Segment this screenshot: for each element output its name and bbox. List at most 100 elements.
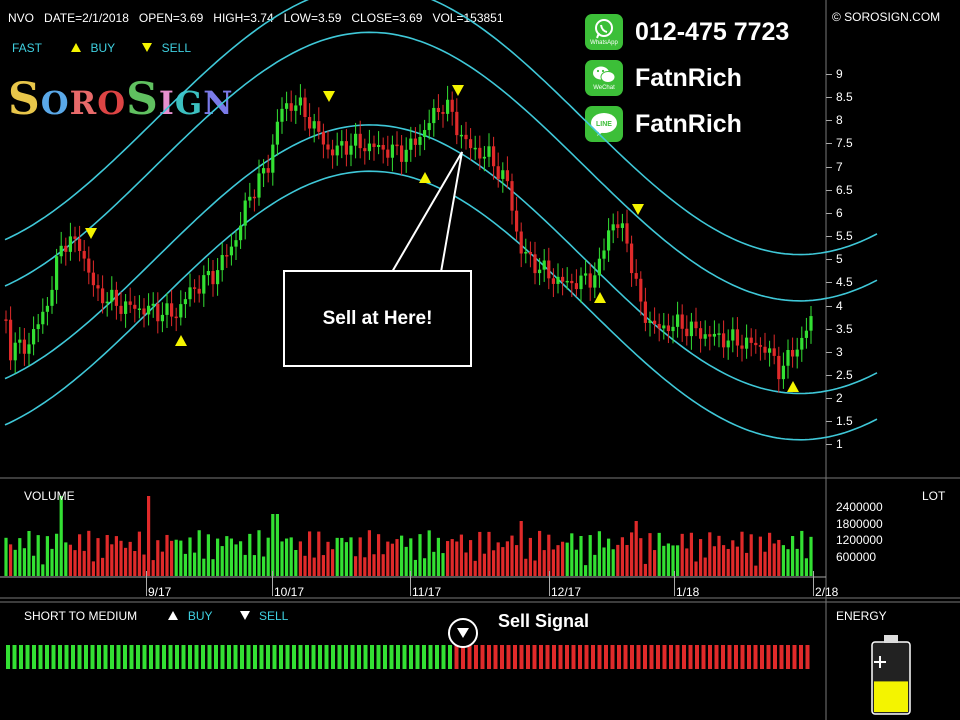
price-tick-label: 5.5 — [836, 229, 853, 244]
volume-bar — [653, 550, 657, 576]
signal-bar — [428, 645, 433, 669]
date-tick — [410, 571, 411, 596]
signal-bar — [454, 645, 459, 669]
candle-body — [551, 278, 555, 284]
volume-bar — [41, 564, 45, 576]
candle-body — [156, 303, 160, 322]
signal-sell-label: SELL — [258, 609, 289, 623]
price-tick-label: 8.5 — [836, 90, 853, 105]
price-tick-label: 5 — [836, 252, 843, 267]
signal-bar — [506, 645, 511, 669]
signal-bar — [337, 645, 342, 669]
signal-bar — [435, 645, 439, 669]
high-value: HIGH=3.74 — [213, 11, 274, 25]
signal-bar — [233, 645, 238, 669]
volume-bar — [68, 544, 72, 576]
price-tick-label: 4 — [836, 298, 843, 313]
date-tick-label: 10/17 — [274, 585, 305, 599]
volume-bar — [717, 535, 721, 576]
volume-bar — [252, 555, 256, 576]
candle-body — [22, 339, 26, 354]
candle-body — [68, 236, 72, 252]
volume-bar — [533, 560, 537, 576]
candle-body — [298, 97, 302, 106]
buy-marker-icon — [419, 172, 431, 183]
volume-bar — [666, 543, 670, 576]
volume-bar — [574, 549, 578, 576]
signal-bar — [441, 645, 446, 669]
volume-bar — [220, 546, 224, 576]
candle-body — [55, 256, 59, 290]
price-tick — [826, 444, 832, 446]
volume-unit: LOT — [922, 489, 946, 503]
volume-bar — [211, 559, 215, 576]
candle-body — [358, 133, 362, 149]
volume-bar — [18, 538, 22, 576]
candle-body — [643, 301, 647, 323]
signal-bar — [409, 645, 413, 669]
buy-triangle-icon — [71, 43, 82, 52]
signal-bar — [792, 645, 797, 669]
candle-body — [657, 323, 661, 329]
signal-bar — [662, 645, 667, 669]
price-tick — [826, 374, 832, 376]
legend-sell: SELL — [161, 41, 191, 55]
volume-bar — [722, 545, 726, 576]
volume-bar — [331, 549, 335, 576]
candle-body — [616, 224, 620, 228]
signal-bar — [493, 645, 498, 669]
volume-bar — [579, 536, 583, 576]
volume-bar — [225, 536, 229, 576]
signal-bar — [623, 645, 628, 669]
contact-wechat[interactable]: WeChat FatnRich — [585, 60, 742, 96]
signal-bar — [279, 645, 283, 669]
candle-body — [648, 320, 652, 323]
candle-body — [597, 258, 601, 276]
volume-bar — [404, 546, 408, 576]
volume-bar — [395, 539, 399, 576]
candle-body — [469, 139, 473, 149]
signal-bar — [331, 645, 335, 669]
price-tick — [826, 97, 832, 99]
candle-body — [528, 251, 532, 255]
sell-marker-icon — [632, 204, 644, 215]
legend-fast: FAST — [12, 41, 42, 55]
low-value: LOW=3.59 — [283, 11, 342, 25]
volume-tick-label: 2400000 — [836, 500, 883, 514]
volume-bar — [13, 549, 17, 576]
candle-body — [699, 328, 703, 339]
buy-marker-icon — [175, 335, 187, 346]
signal-bar — [45, 645, 49, 669]
candle-body — [533, 254, 537, 274]
candle-body — [496, 166, 500, 179]
volume-bar — [110, 544, 114, 576]
sell-marker-icon — [323, 91, 335, 102]
candle-body — [179, 304, 183, 318]
symbol: NVO — [8, 11, 35, 25]
candle-body — [423, 130, 427, 137]
candle-body — [229, 246, 233, 256]
price-tick-label: 2 — [836, 391, 843, 406]
candle-body — [579, 275, 583, 290]
candle-body — [133, 304, 137, 309]
date-tick — [272, 571, 273, 596]
volume-bar — [584, 565, 588, 576]
contact-line[interactable]: LINE FatnRich — [585, 106, 742, 142]
volume-bar — [312, 557, 316, 576]
volume-bar — [528, 537, 532, 576]
candle-body — [519, 231, 523, 254]
volume-bar — [193, 552, 197, 576]
volume-bar — [179, 540, 183, 576]
contact-whatsapp[interactable]: WhatsApp 012-475 7723 — [585, 14, 789, 50]
signal-bar — [103, 645, 108, 669]
signal-bar — [84, 645, 88, 669]
candle-body — [487, 146, 491, 157]
candle-body — [510, 181, 514, 211]
volume-bar — [625, 544, 629, 576]
whatsapp-icon: WhatsApp — [585, 14, 623, 50]
candle-body — [216, 270, 220, 285]
signal-bar — [448, 645, 452, 669]
signal-bar — [682, 645, 686, 669]
signal-bar — [292, 645, 296, 669]
candle-body — [367, 143, 371, 152]
